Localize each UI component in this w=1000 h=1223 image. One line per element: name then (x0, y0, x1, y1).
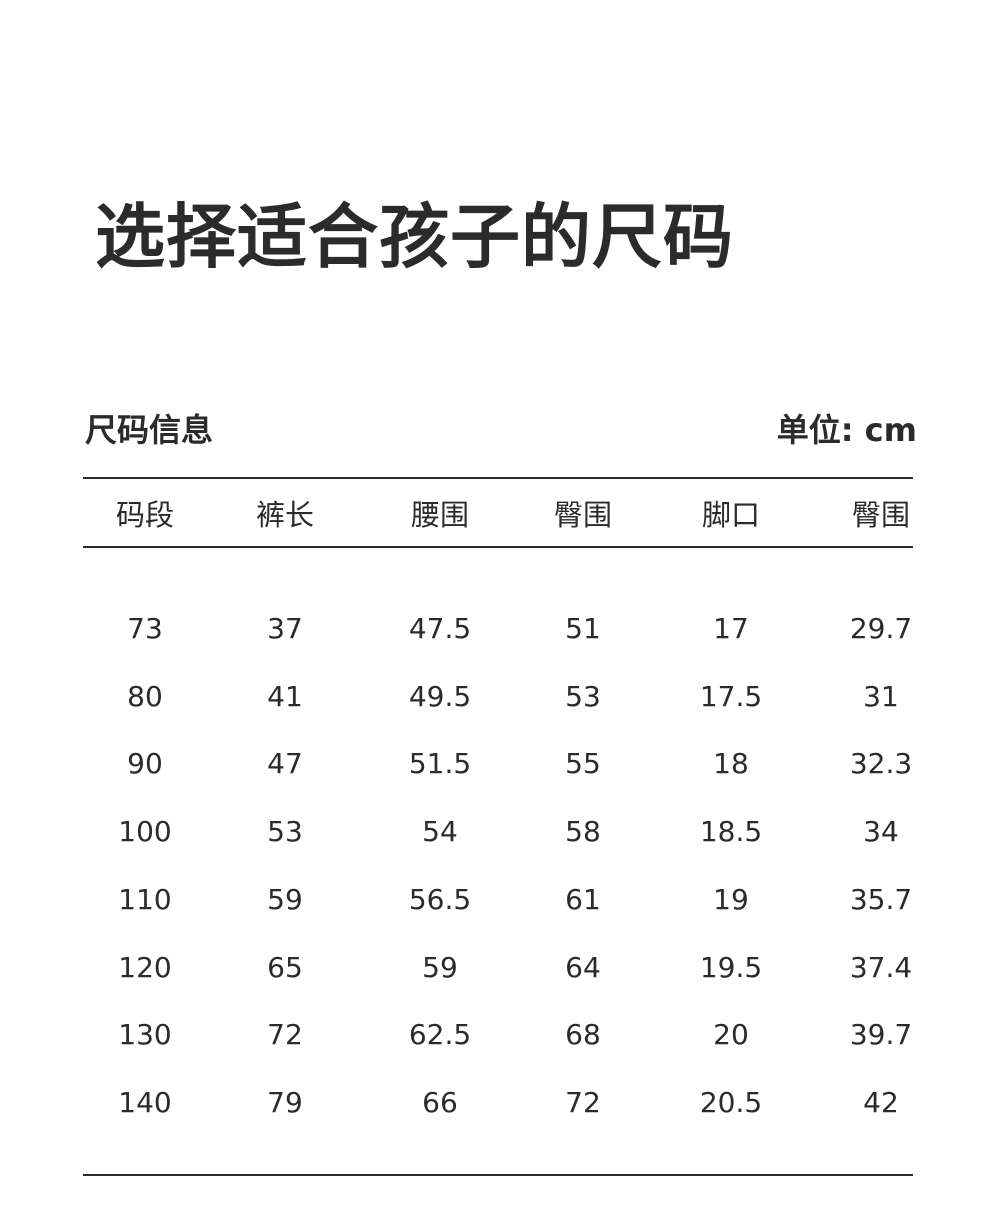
table-cell: 53 (565, 679, 601, 713)
table-cell: 51 (565, 612, 601, 645)
table-cell: 90 (127, 747, 163, 781)
table-cell: 72 (267, 1018, 303, 1052)
table-cell: 65 (267, 950, 303, 984)
table-cell: 35.7 (849, 882, 913, 916)
column-header: 臀围 (553, 498, 612, 532)
table-cell: 29.7 (849, 612, 913, 645)
table-top-divider (83, 477, 913, 479)
table-cell: 49.5 (408, 679, 472, 713)
table-cell: 61 (565, 882, 601, 916)
table-cell: 32.3 (849, 747, 913, 781)
table-cell: 100 (118, 815, 172, 849)
column-header: 臀围 (851, 498, 910, 532)
table-cell: 68 (565, 1018, 601, 1052)
table-cell: 64 (565, 950, 601, 984)
table-cell: 18 (713, 747, 749, 781)
table-cell: 54 (422, 815, 458, 849)
table-cell: 37 (267, 612, 303, 645)
table-cell: 62.5 (408, 1018, 472, 1052)
table-cell: 20.5 (699, 1085, 763, 1119)
column-header: 腰围 (410, 498, 469, 532)
table-bottom-divider (83, 1174, 913, 1176)
table-cell: 79 (267, 1085, 303, 1119)
header-divider (83, 546, 913, 548)
table-cell: 19.5 (699, 950, 763, 984)
table-cell: 42 (863, 1085, 899, 1119)
table-cell: 130 (118, 1018, 172, 1052)
table-cell: 80 (127, 679, 163, 713)
column-header: 码段 (115, 498, 174, 532)
table-cell: 58 (565, 815, 601, 849)
table-cell: 47.5 (408, 612, 472, 645)
table-cell: 47 (267, 747, 303, 781)
table-cell: 34 (863, 815, 899, 849)
table-cell: 19 (713, 882, 749, 916)
table-cell: 37.4 (849, 950, 913, 984)
table-cell: 18.5 (699, 815, 763, 849)
table-cell: 56.5 (408, 882, 472, 916)
table-cell: 31 (863, 679, 899, 713)
table-cell: 51.5 (408, 747, 472, 781)
table-cell: 53 (267, 815, 303, 849)
table-cell: 41 (267, 679, 303, 713)
column-header: 裤长 (255, 498, 314, 532)
table-cell: 110 (118, 882, 172, 916)
table-cell: 17 (713, 612, 749, 645)
table-cell: 66 (422, 1085, 458, 1119)
page-title: 选择适合孩子的尺码 (95, 196, 734, 278)
table-cell: 72 (565, 1085, 601, 1119)
section-label: 尺码信息 (85, 411, 214, 449)
column-header: 脚口 (701, 498, 760, 532)
table-cell: 39.7 (849, 1018, 913, 1052)
unit-label: 单位: cm (776, 411, 917, 449)
table-cell: 59 (267, 882, 303, 916)
table-cell: 20 (713, 1018, 749, 1052)
table-cell: 55 (565, 747, 601, 781)
table-cell: 59 (422, 950, 458, 984)
table-cell: 17.5 (699, 679, 763, 713)
table-cell: 140 (118, 1085, 172, 1119)
table-cell: 120 (118, 950, 172, 984)
table-cell: 73 (127, 612, 163, 645)
